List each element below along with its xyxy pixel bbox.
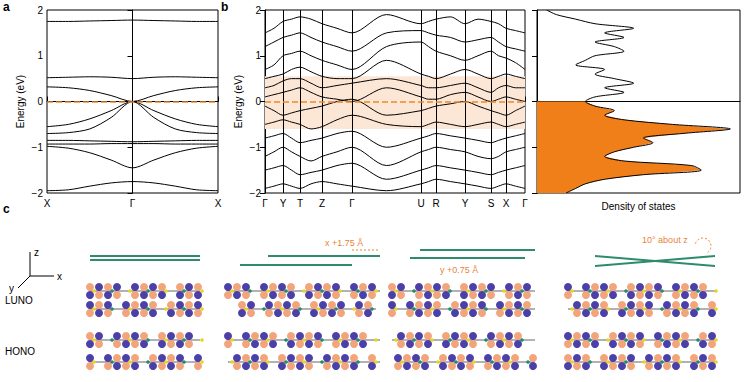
svg-text:0: 0	[37, 96, 43, 107]
svg-text:HONO: HONO	[5, 346, 35, 357]
svg-text:X: X	[44, 198, 51, 209]
svg-text:Density of states: Density of states	[602, 201, 676, 212]
svg-text:Energy (eV): Energy (eV)	[233, 75, 244, 128]
svg-text:X: X	[215, 198, 222, 209]
svg-text:2: 2	[37, 5, 43, 16]
svg-text:R: R	[432, 198, 439, 209]
svg-text:LUNO: LUNO	[5, 295, 33, 306]
svg-text:−1: −1	[250, 142, 262, 153]
svg-text:−1: −1	[32, 142, 44, 153]
svg-text:Y: Y	[462, 198, 469, 209]
svg-text:Z: Z	[319, 198, 325, 209]
svg-text:x +1.75 Å: x +1.75 Å	[325, 238, 363, 248]
svg-text:S: S	[488, 198, 495, 209]
svg-text:a: a	[3, 0, 10, 14]
svg-text:b: b	[221, 0, 228, 14]
svg-text:Energy (eV): Energy (eV)	[15, 75, 26, 128]
svg-text:T: T	[297, 198, 303, 209]
svg-text:0: 0	[255, 96, 261, 107]
svg-text:1: 1	[255, 50, 261, 61]
svg-text:y +0.75 Å: y +0.75 Å	[440, 265, 478, 275]
svg-text:U: U	[417, 198, 424, 209]
svg-text:Γ: Γ	[262, 198, 268, 209]
svg-text:2: 2	[255, 5, 261, 16]
svg-text:1: 1	[37, 50, 43, 61]
svg-text:−2: −2	[250, 188, 262, 199]
svg-text:−2: −2	[32, 188, 44, 199]
svg-text:Γ: Γ	[349, 198, 355, 209]
svg-text:Γ: Γ	[130, 198, 136, 209]
svg-text:y: y	[9, 283, 14, 294]
svg-text:c: c	[3, 202, 10, 216]
svg-text:10° about z: 10° about z	[642, 235, 688, 245]
svg-text:x: x	[57, 271, 62, 282]
svg-text:X: X	[503, 198, 510, 209]
svg-text:Γ: Γ	[522, 198, 528, 209]
svg-text:Y: Y	[280, 198, 287, 209]
svg-text:z: z	[34, 247, 39, 258]
